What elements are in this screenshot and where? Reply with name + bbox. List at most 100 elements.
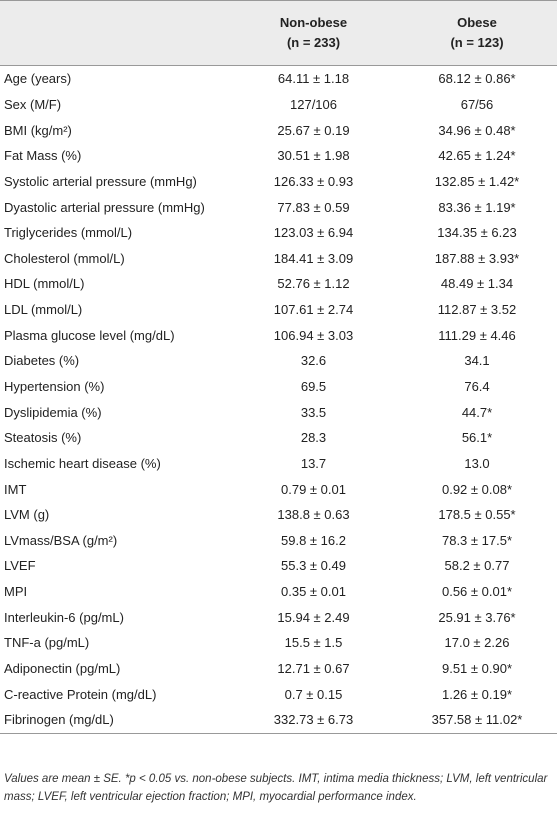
value-cell: 111.29 ± 4.46 bbox=[438, 327, 516, 343]
value-cell: 34.1 bbox=[464, 353, 490, 369]
row-label: Diabetes (%) bbox=[4, 353, 80, 369]
value-cell: 78.3 ± 17.5* bbox=[441, 532, 513, 548]
value-cell: 0.7 ± 0.15 bbox=[284, 686, 343, 702]
value-cell: 1.26 ± 0.19* bbox=[441, 686, 513, 702]
value-cell: 15.94 ± 2.49 bbox=[277, 609, 350, 625]
header-row: Non-obese (n = 233) Obese (n = 123) bbox=[0, 0, 557, 66]
value-cell: 28.3 bbox=[300, 430, 327, 446]
table-row: Ischemic heart disease (%) 13.7 13.0 bbox=[0, 451, 557, 477]
table-row: Dyslipidemia (%) 33.5 44.7* bbox=[0, 399, 557, 425]
value-cell: 112.87 ± 3.52 bbox=[437, 302, 517, 318]
value-cell: 138.8 ± 0.63 bbox=[277, 507, 350, 523]
row-label: Steatosis (%) bbox=[4, 430, 82, 446]
table-body: Age (years) 64.11 ± 1.18 68.12 ± 0.86* Sex … bbox=[0, 66, 557, 734]
value-cell: 67/56 bbox=[460, 96, 494, 112]
value-cell: 44.7* bbox=[461, 404, 493, 420]
value-cell: 13.7 bbox=[300, 455, 327, 471]
value-cell: 33.5 bbox=[300, 404, 327, 420]
value-cell: 13.0 bbox=[464, 455, 490, 471]
value-cell: 107.61 ± 2.74 bbox=[273, 302, 354, 318]
table-row: LVM (g) 138.8 ± 0.63 178.5 ± 0.55* bbox=[0, 502, 557, 528]
table-row: Fibrinogen (mg/dL) 332.73 ± 6.73 357.58 ± … bbox=[0, 707, 557, 734]
table-row: HDL (mmol/L) 52.76 ± 1.12 48.49 ± 1.34 bbox=[0, 271, 557, 297]
header-n: (n = 233) bbox=[286, 35, 341, 50]
row-label: BMI (kg/m²) bbox=[4, 122, 72, 138]
row-label: C-reactive Protein (mg/dL) bbox=[4, 686, 157, 702]
row-label: TNF-a (pg/mL) bbox=[4, 635, 90, 651]
value-cell: 134.35 ± 6.23 bbox=[437, 225, 517, 241]
value-cell: 30.51 ± 1.98 bbox=[277, 148, 350, 164]
value-cell: 25.91 ± 3.76* bbox=[438, 609, 516, 625]
row-label: LVEF bbox=[4, 558, 36, 574]
row-label: LVM (g) bbox=[4, 507, 50, 523]
table-row: Systolic arterial pressure (mmHg) 126.33 … bbox=[0, 169, 557, 195]
value-cell: 58.2 ± 0.77 bbox=[444, 558, 510, 574]
value-cell: 357.58 ± 11.02* bbox=[397, 707, 557, 734]
table-row: Adiponectin (pg/mL) 12.71 ± 0.67 9.51 ± 0.… bbox=[0, 656, 557, 682]
row-label: LVmass/BSA (g/m²) bbox=[4, 532, 118, 548]
row-label: Fat Mass (%) bbox=[4, 148, 82, 164]
table-row: C-reactive Protein (mg/dL) 0.7 ± 0.15 1.26… bbox=[0, 681, 557, 707]
value-cell: 17.0 ± 2.26 bbox=[444, 635, 510, 651]
value-cell: 178.5 ± 0.55* bbox=[438, 507, 516, 523]
value-cell: 126.33 ± 0.93 bbox=[273, 173, 354, 189]
value-cell: 55.3 ± 0.49 bbox=[281, 558, 346, 574]
value-cell: 0.79 ± 0.01 bbox=[281, 481, 346, 497]
table-row: Fat Mass (%) 30.51 ± 1.98 42.65 ± 1.24* bbox=[0, 143, 557, 169]
table-row: Cholesterol (mmol/L) 184.41 ± 3.09 187.88 … bbox=[0, 245, 557, 271]
value-cell: 12.71 ± 0.67 bbox=[277, 661, 350, 677]
header-cell bbox=[0, 0, 230, 66]
table-row: MPI 0.35 ± 0.01 0.56 ± 0.01* bbox=[0, 579, 557, 605]
value-cell: 77.83 ± 0.59 bbox=[277, 199, 350, 215]
value-cell: 184.41 ± 3.09 bbox=[273, 250, 354, 266]
value-cell: 34.96 ± 0.48* bbox=[438, 122, 516, 138]
value-cell: 56.1* bbox=[461, 430, 493, 446]
row-label: HDL (mmol/L) bbox=[4, 276, 85, 292]
table-row: Plasma glucose level (mg/dL) 106.94 ± 3.0… bbox=[0, 322, 557, 348]
row-label: Dyastolic arterial pressure (mmHg) bbox=[4, 199, 205, 215]
table-row: Age (years) 64.11 ± 1.18 68.12 ± 0.86* bbox=[0, 66, 557, 92]
table-row: Triglycerides (mmol/L) 123.03 ± 6.94 134.3… bbox=[0, 220, 557, 246]
table-row: Diabetes (%) 32.6 34.1 bbox=[0, 348, 557, 374]
row-label: Sex (M/F) bbox=[4, 96, 62, 112]
row-label: Adiponectin (pg/mL) bbox=[4, 661, 121, 677]
value-cell: 42.65 ± 1.24* bbox=[438, 148, 516, 164]
row-label: Systolic arterial pressure (mmHg) bbox=[4, 173, 197, 189]
value-cell: 25.67 ± 0.19 bbox=[277, 122, 350, 138]
table-row: Interleukin-6 (pg/mL) 15.94 ± 2.49 25.91 ±… bbox=[0, 604, 557, 630]
value-cell: 0.56 ± 0.01* bbox=[441, 584, 513, 600]
table-row: LDL (mmol/L) 107.61 ± 2.74 112.87 ± 3.52 bbox=[0, 297, 557, 323]
value-cell: 69.5 bbox=[300, 379, 327, 394]
value-cell: 132.85 ± 1.42* bbox=[434, 173, 520, 189]
row-label: Age (years) bbox=[4, 71, 72, 87]
row-label: Dyslipidemia (%) bbox=[4, 404, 102, 420]
header-cell: Non-obese (n = 233) bbox=[230, 0, 397, 66]
value-cell: 0.92 ± 0.08* bbox=[441, 481, 513, 497]
value-cell: 59.8 ± 16.2 bbox=[281, 532, 346, 548]
row-label: Triglycerides (mmol/L) bbox=[4, 225, 133, 241]
value-cell: 76.4 bbox=[464, 379, 490, 394]
value-cell: 32.6 bbox=[300, 353, 327, 369]
row-label: Ischemic heart disease (%) bbox=[4, 455, 161, 471]
row-label: Plasma glucose level (mg/dL) bbox=[4, 327, 175, 343]
row-label: Fibrinogen (mg/dL) bbox=[0, 707, 230, 734]
value-cell: 48.49 ± 1.34 bbox=[440, 276, 514, 292]
row-label: IMT bbox=[4, 481, 27, 497]
value-cell: 52.76 ± 1.12 bbox=[277, 276, 350, 292]
row-label: Cholesterol (mmol/L) bbox=[4, 250, 125, 266]
table-row: Hypertension (%) 69.5 76.4 bbox=[0, 374, 557, 400]
header-cell: Obese (n = 123) bbox=[397, 0, 557, 66]
table-row: LVmass/BSA (g/m²) 59.8 ± 16.2 78.3 ± 17.5* bbox=[0, 528, 557, 554]
value-cell: 332.73 ± 6.73 bbox=[230, 707, 397, 734]
table-row: Steatosis (%) 28.3 56.1* bbox=[0, 425, 557, 451]
value-cell: 64.11 ± 1.18 bbox=[277, 71, 350, 87]
table-row: TNF-a (pg/mL) 15.5 ± 1.5 17.0 ± 2.26 bbox=[0, 630, 557, 656]
value-cell: 123.03 ± 6.94 bbox=[273, 225, 354, 241]
header-title: Non-obese bbox=[279, 15, 348, 30]
value-cell: 15.5 ± 1.5 bbox=[284, 635, 343, 651]
value-cell: 9.51 ± 0.90* bbox=[441, 661, 513, 677]
value-cell: 83.36 ± 1.19* bbox=[438, 199, 516, 215]
table-row: Dyastolic arterial pressure (mmHg) 77.83 … bbox=[0, 194, 557, 220]
row-label: Interleukin-6 (pg/mL) bbox=[4, 609, 124, 625]
row-label: MPI bbox=[4, 584, 28, 600]
